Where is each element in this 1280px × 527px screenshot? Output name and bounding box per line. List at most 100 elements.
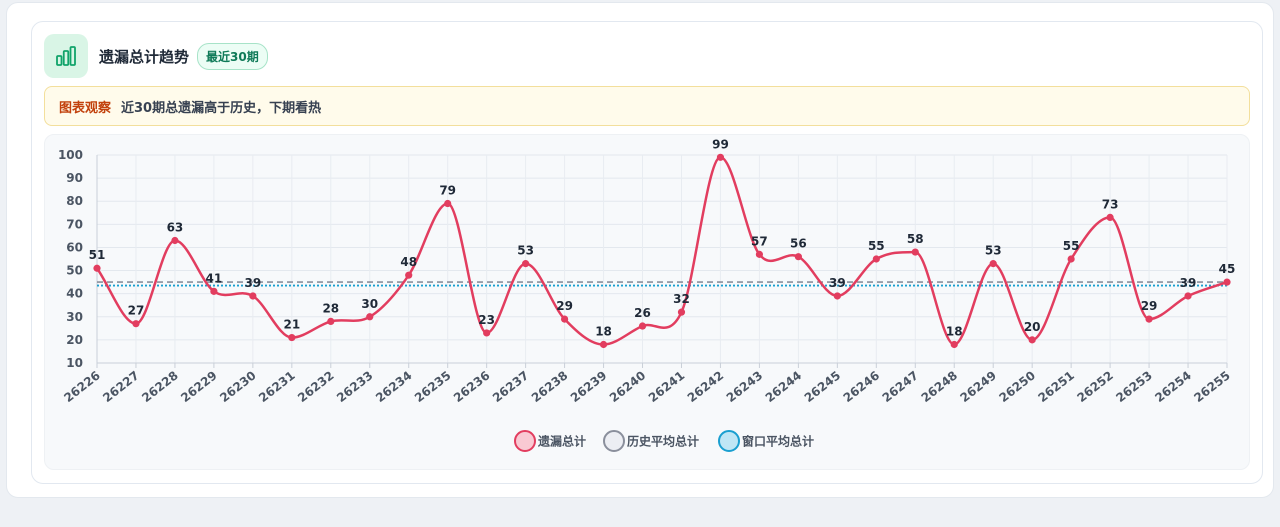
legend-label: 遗漏总计	[537, 434, 586, 449]
x-tick-label: 26239	[568, 368, 610, 405]
data-point	[93, 264, 101, 272]
y-tick-label: 70	[66, 217, 83, 231]
data-label: 73	[1102, 197, 1119, 211]
legend-label: 窗口平均总计	[742, 434, 814, 449]
x-tick-label: 26238	[529, 368, 571, 405]
data-point	[1067, 255, 1075, 263]
data-label: 53	[517, 244, 534, 258]
data-point	[210, 287, 218, 295]
data-point	[522, 260, 530, 268]
data-point	[599, 340, 608, 349]
data-label: 23	[478, 313, 495, 327]
insight-banner: 图表观察 近30期总遗漏高于历史，下期看热	[44, 86, 1250, 126]
bar-chart-icon	[44, 34, 88, 78]
legend-label: 历史平均总计	[627, 434, 699, 449]
data-point	[444, 199, 452, 208]
legend-item-missing-total: 遗漏总计	[514, 430, 586, 452]
x-tick-label: 26229	[178, 368, 220, 405]
data-point	[288, 333, 296, 342]
x-tick-label: 26250	[997, 368, 1039, 405]
y-tick-label: 90	[66, 171, 83, 185]
y-tick-label: 80	[66, 194, 83, 208]
x-tick-label: 26227	[100, 368, 142, 405]
x-tick-label: 26245	[802, 368, 844, 405]
x-tick-label: 26226	[61, 368, 103, 405]
y-tick-label: 40	[66, 287, 83, 301]
x-tick-label: 26241	[646, 368, 688, 405]
card-title: 遗漏总计趋势	[99, 47, 190, 66]
data-label: 32	[673, 292, 690, 306]
legend-marker	[718, 430, 740, 452]
data-point	[1145, 315, 1153, 323]
data-point	[132, 320, 140, 328]
data-label: 99	[712, 137, 729, 151]
x-tick-label: 26244	[763, 368, 805, 405]
data-point	[560, 315, 569, 323]
data-label: 56	[790, 237, 807, 251]
x-tick-label: 26246	[841, 368, 883, 405]
card-header: 遗漏总计趋势 最近30期	[44, 34, 268, 78]
x-tick-label: 26237	[490, 368, 532, 405]
y-tick-label: 100	[58, 148, 83, 162]
data-label: 55	[1063, 239, 1080, 253]
data-point	[366, 313, 374, 321]
data-label: 26	[634, 306, 651, 320]
legend-marker	[514, 430, 536, 452]
data-label: 27	[128, 304, 145, 318]
data-point	[327, 317, 335, 325]
insight-text: 近30期总遗漏高于历史，下期看热	[121, 100, 322, 116]
data-point	[755, 250, 764, 258]
data-label: 53	[985, 244, 1002, 258]
legend-marker	[603, 430, 625, 452]
data-point	[677, 308, 686, 316]
page-panel: 遗漏总计趋势 最近30期 图表观察 近30期总遗漏高于历史，下期看热 10 20 3…	[6, 2, 1274, 498]
trend-card: 遗漏总计趋势 最近30期 图表观察 近30期总遗漏高于历史，下期看热 10 20 3…	[31, 21, 1263, 484]
data-label: 57	[751, 234, 768, 248]
data-label: 21	[283, 318, 300, 332]
data-point	[1028, 336, 1036, 344]
x-tick-label: 26255	[1191, 368, 1233, 405]
x-tick-label: 26249	[958, 368, 1000, 405]
x-tick-label: 26251	[1035, 368, 1077, 405]
y-tick-label: 30	[66, 310, 83, 324]
x-tick-label: 26248	[919, 368, 961, 405]
data-point	[171, 236, 179, 245]
data-label: 39	[1180, 276, 1197, 290]
y-tick-label: 60	[66, 240, 83, 254]
x-tick-label: 26235	[412, 368, 454, 405]
data-point	[911, 248, 919, 256]
x-tick-label: 26247	[880, 368, 922, 405]
insight-label: 图表观察	[59, 100, 112, 116]
data-label: 39	[245, 276, 262, 290]
x-tick-label: 26253	[1113, 368, 1155, 405]
x-tick-label: 26231	[256, 368, 298, 405]
data-label: 55	[868, 239, 885, 253]
x-tick-label: 26234	[373, 368, 415, 405]
data-label: 48	[400, 255, 417, 269]
data-label: 45	[1219, 262, 1236, 276]
data-point	[950, 340, 958, 349]
y-tick-label: 50	[66, 264, 83, 278]
x-tick-label: 26230	[217, 368, 259, 405]
data-point	[405, 271, 413, 279]
legend-item-history-average: 历史平均总计	[603, 430, 699, 452]
x-tick-label: 26243	[724, 368, 766, 405]
data-label: 29	[1141, 299, 1158, 313]
data-point	[989, 260, 997, 268]
data-point	[716, 153, 725, 161]
period-badge: 最近30期	[197, 42, 268, 70]
data-label: 20	[1024, 320, 1041, 334]
data-point	[638, 322, 647, 330]
x-tick-label: 26236	[451, 368, 493, 405]
data-label: 79	[439, 184, 456, 198]
x-tick-label: 26240	[607, 368, 649, 405]
data-point	[1223, 278, 1231, 286]
chart-area: 10 20 30 40 50 60 70 80 90 100 26226 26227 26228 2622…	[44, 134, 1250, 470]
data-point	[1184, 292, 1192, 300]
x-tick-label: 26228	[139, 368, 181, 405]
x-tick-label: 26254	[1152, 368, 1194, 405]
data-point	[249, 292, 257, 300]
data-label: 41	[206, 271, 223, 285]
x-tick-label: 26233	[334, 368, 376, 405]
data-label: 18	[595, 325, 612, 339]
